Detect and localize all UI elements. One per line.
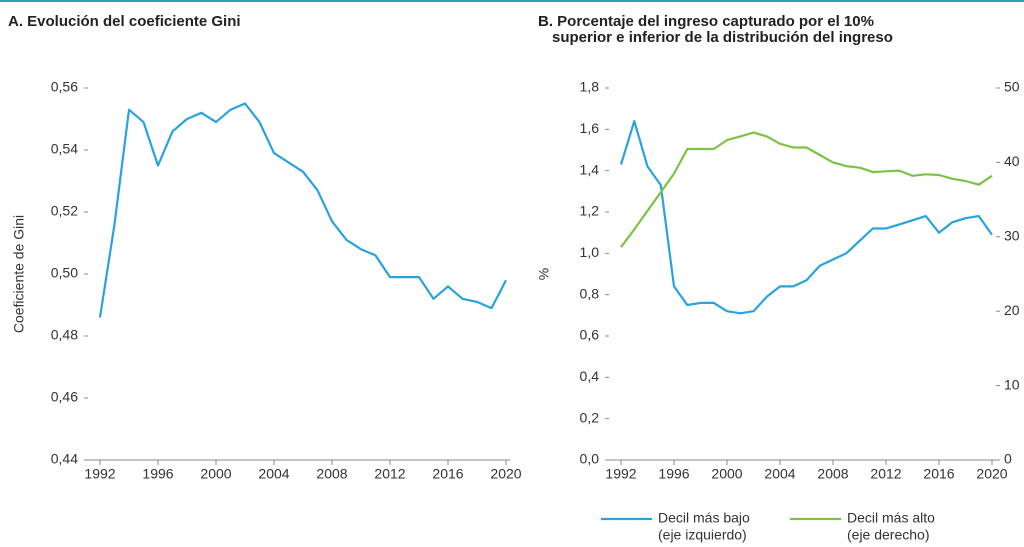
x-tick-label: 2004 [764,466,795,482]
x-tick-label: 1996 [142,466,173,482]
data-line [620,131,993,248]
y-tick-label: 1,0 [580,244,600,260]
x-tick-label: 2012 [870,466,901,482]
y2-tick-label: 30 [1004,228,1020,244]
legend-label: Decil más bajo [658,510,750,526]
x-tick-label: 2000 [200,466,231,482]
y-tick-label: 0,6 [580,327,600,343]
y2-tick-label: 10 [1004,376,1020,392]
y-axis-label: % [536,268,552,280]
y-tick-label: 0,50 [51,265,78,281]
y-tick-label: 0,44 [51,451,78,467]
y-tick-label: 1,8 [580,79,600,95]
y-tick-label: 0,52 [51,203,78,219]
y-tick-label: 1,4 [580,161,600,177]
y-tick-label: 1,6 [580,120,600,136]
y-tick-label: 0,46 [51,389,78,405]
x-tick-label: 2004 [258,466,289,482]
legend-note: (eje izquierdo) [658,527,747,543]
x-tick-label: 1996 [658,466,689,482]
y-tick-label: 0,2 [580,409,600,425]
y2-tick-label: 20 [1004,302,1020,318]
y-tick-label: 0,4 [580,368,600,384]
x-tick-label: 2000 [711,466,742,482]
y2-tick-label: 0 [1004,451,1012,467]
legend-label: Decil más alto [847,510,935,526]
y2-tick-label: 40 [1004,153,1020,169]
x-tick-label: 2008 [817,466,848,482]
x-tick-label: 2012 [374,466,405,482]
legend-note: (eje derecho) [847,527,930,543]
y-tick-label: 0,48 [51,327,78,343]
x-tick-label: 2008 [316,466,347,482]
x-tick-label: 2016 [432,466,463,482]
x-tick-label: 1992 [605,466,636,482]
y-tick-label: 0,56 [51,79,78,95]
y2-tick-label: 50 [1004,79,1020,95]
y-axis-label: Coeficiente de Gini [11,215,27,333]
data-line [98,102,507,318]
y-tick-label: 0,8 [580,285,600,301]
y-tick-label: 0,0 [580,451,600,467]
x-tick-label: 1992 [84,466,115,482]
chart-title: superior e inferior de la distribución d… [552,29,893,46]
x-tick-label: 2020 [976,466,1007,482]
y-tick-label: 0,54 [51,141,78,157]
data-line [619,120,993,315]
chart-title: B. Porcentaje del ingreso capturado por … [538,13,874,30]
x-tick-label: 2016 [923,466,954,482]
chart-title: A. Evolución del coeficiente Gini [8,13,241,30]
top-border [0,0,1024,2]
y-tick-label: 1,2 [580,203,600,219]
x-tick-label: 2020 [490,466,521,482]
